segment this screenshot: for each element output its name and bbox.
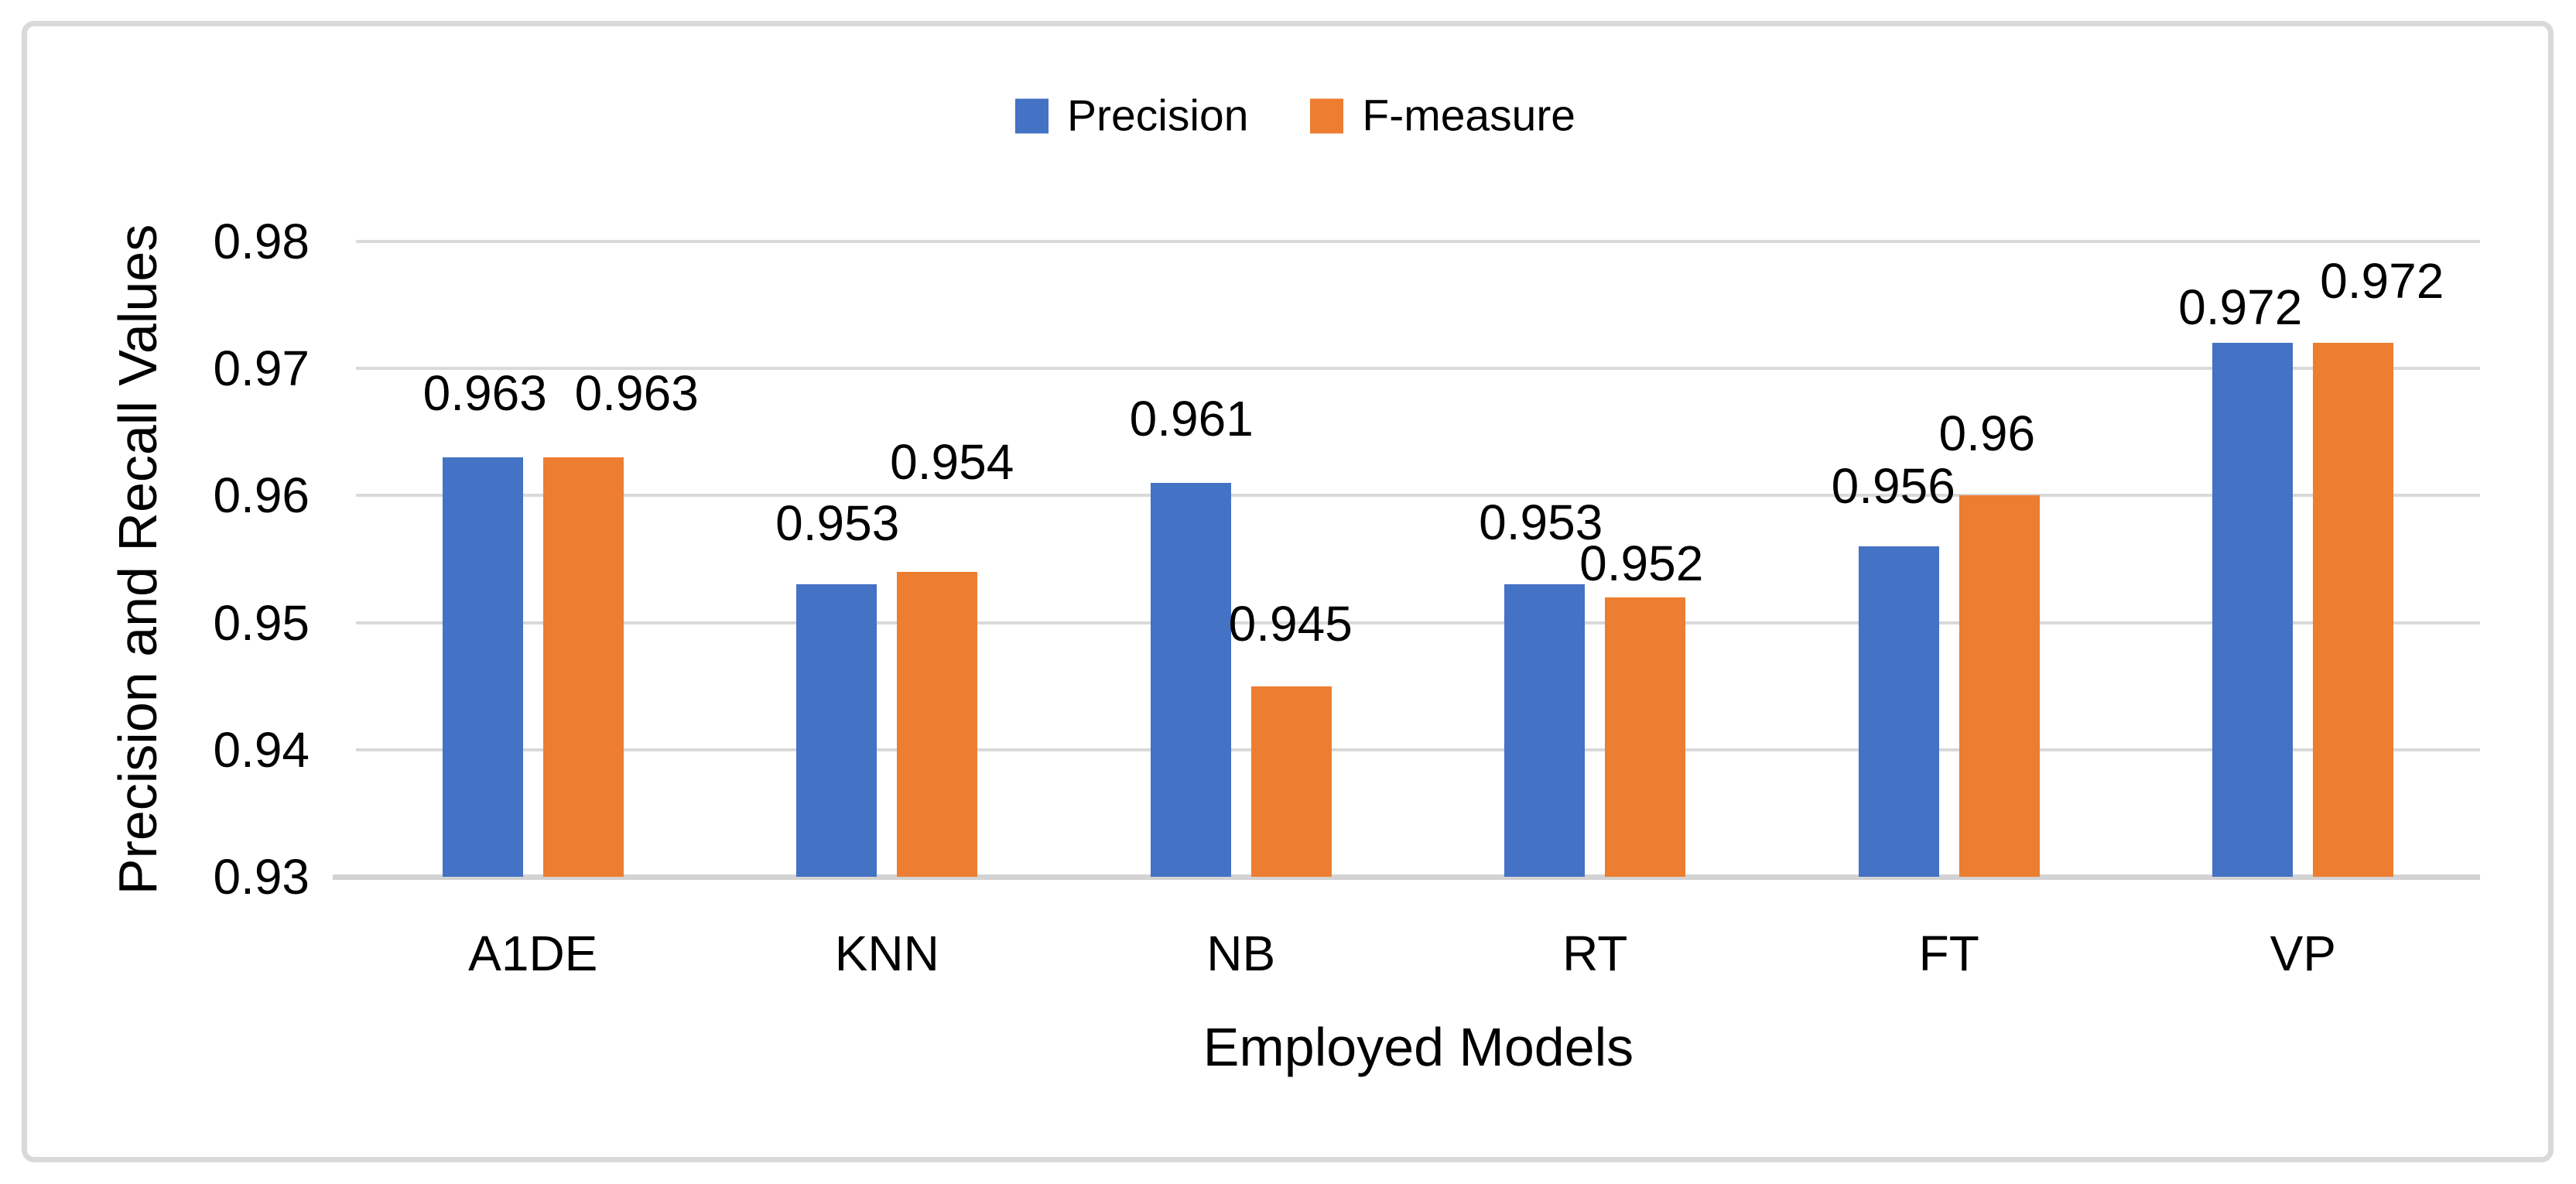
gridline <box>356 748 2480 751</box>
data-label: 0.954 <box>890 433 1014 490</box>
legend-item-precision: Precision <box>1014 91 1249 141</box>
y-tick-label: 0.94 <box>213 722 310 778</box>
x-category-label-ft: FT <box>1918 926 1979 981</box>
data-label: 0.953 <box>1479 494 1603 551</box>
legend-swatch-icon <box>1014 98 1049 134</box>
x-category-label-knn: KNN <box>834 926 939 981</box>
x-category-label-vp: VP <box>2270 926 2336 981</box>
bar-precision-vp <box>2212 343 2294 877</box>
x-category-label-nb: NB <box>1206 926 1276 981</box>
gridline <box>356 494 2480 497</box>
data-label: 0.96 <box>1938 406 2036 462</box>
gridline <box>356 367 2480 370</box>
y-tick-label: 0.95 <box>213 595 310 651</box>
y-tick-label: 0.98 <box>213 214 310 269</box>
bar-f-measure-vp <box>2313 343 2394 877</box>
bar-precision-ft <box>1858 546 1939 877</box>
y-tick-label: 0.97 <box>213 340 310 396</box>
bar-precision-a1de <box>442 457 523 877</box>
data-label: 0.963 <box>574 365 699 422</box>
x-axis-line <box>333 874 2480 880</box>
y-tick-label: 0.93 <box>213 849 310 905</box>
legend-label: F-measure <box>1362 91 1576 141</box>
bar-f-measure-a1de <box>542 457 624 877</box>
bar-f-measure-rt <box>1605 597 1686 877</box>
legend: Precision F-measure <box>1014 91 1575 141</box>
bar-precision-nb <box>1150 482 1231 877</box>
data-label: 0.956 <box>1831 458 1955 515</box>
bar-precision-knn <box>796 584 877 877</box>
bar-precision-rt <box>1504 584 1586 877</box>
data-label: 0.972 <box>2320 253 2444 310</box>
y-tick-label: 0.96 <box>213 467 310 523</box>
legend-swatch-icon <box>1310 98 1344 134</box>
x-category-label-a1de: A1DE <box>468 926 598 981</box>
gridline <box>356 621 2480 625</box>
data-label: 0.953 <box>775 495 900 552</box>
data-label: 0.972 <box>2178 279 2303 336</box>
x-axis-title: Employed Models <box>1202 1017 1634 1077</box>
figure-border <box>22 21 2554 1162</box>
bar-f-measure-ft <box>1959 495 2040 877</box>
data-label: 0.963 <box>422 365 547 422</box>
bar-f-measure-nb <box>1250 686 1332 877</box>
data-label: 0.945 <box>1228 595 1353 652</box>
legend-item-f-measure: F-measure <box>1310 94 1575 139</box>
y-axis-title: Precision and Recall Values <box>108 224 168 895</box>
x-category-label-rt: RT <box>1562 926 1628 981</box>
legend-label: Precision <box>1066 91 1249 141</box>
gridline <box>356 240 2480 243</box>
bar-f-measure-knn <box>897 571 978 877</box>
data-label: 0.952 <box>1579 535 1704 591</box>
data-label: 0.961 <box>1129 390 1254 447</box>
